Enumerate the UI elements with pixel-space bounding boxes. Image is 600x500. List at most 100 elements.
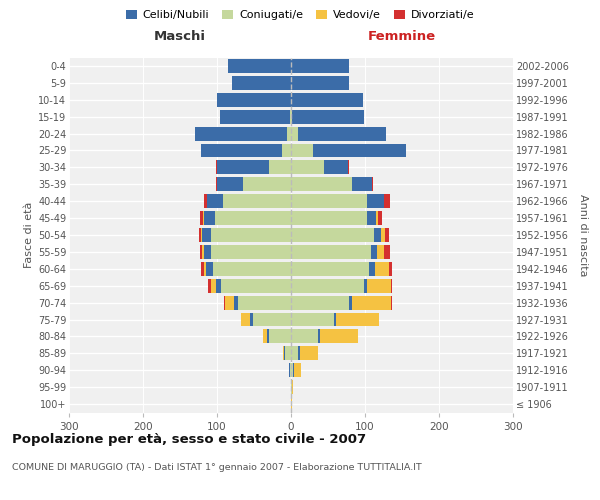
Bar: [263, 330, 266, 344]
Bar: [232, 76, 291, 90]
Bar: [211, 279, 215, 292]
Bar: [371, 178, 373, 191]
Bar: [383, 194, 384, 208]
Bar: [348, 160, 349, 174]
Bar: [225, 296, 234, 310]
Bar: [202, 228, 211, 242]
Bar: [291, 228, 374, 242]
Bar: [215, 211, 291, 225]
Bar: [334, 312, 336, 326]
Bar: [369, 262, 374, 276]
Bar: [217, 160, 269, 174]
Bar: [352, 178, 371, 191]
Y-axis label: Anni di nascita: Anni di nascita: [578, 194, 588, 276]
Bar: [284, 346, 285, 360]
Bar: [352, 296, 391, 310]
Y-axis label: Fasce di età: Fasce di età: [23, 202, 34, 268]
Bar: [291, 178, 352, 191]
Bar: [206, 194, 223, 208]
Bar: [291, 160, 325, 174]
Text: Popolazione per età, sesso e stato civile - 2007: Popolazione per età, sesso e stato civil…: [12, 432, 366, 446]
Text: Femmine: Femmine: [368, 30, 436, 44]
Bar: [289, 364, 290, 377]
Bar: [241, 312, 250, 326]
Bar: [202, 245, 203, 259]
Bar: [291, 194, 367, 208]
Bar: [291, 211, 367, 225]
Bar: [215, 279, 221, 292]
Bar: [384, 194, 390, 208]
Bar: [294, 364, 301, 377]
Bar: [376, 211, 379, 225]
Bar: [201, 144, 282, 158]
Bar: [374, 262, 389, 276]
Bar: [195, 126, 287, 140]
Bar: [391, 296, 392, 310]
Bar: [217, 93, 291, 106]
Bar: [287, 126, 291, 140]
Bar: [298, 346, 300, 360]
Legend: Celibi/Nubili, Coniugati/e, Vedovi/e, Divorziati/e: Celibi/Nubili, Coniugati/e, Vedovi/e, Di…: [121, 6, 479, 25]
Bar: [313, 144, 406, 158]
Bar: [336, 312, 379, 326]
Bar: [203, 262, 206, 276]
Bar: [291, 330, 317, 344]
Bar: [203, 211, 215, 225]
Bar: [238, 296, 291, 310]
Bar: [291, 312, 334, 326]
Bar: [216, 178, 217, 191]
Bar: [291, 296, 349, 310]
Bar: [221, 279, 291, 292]
Bar: [381, 228, 385, 242]
Bar: [391, 279, 392, 292]
Bar: [320, 330, 358, 344]
Bar: [389, 262, 392, 276]
Bar: [291, 262, 369, 276]
Bar: [206, 262, 214, 276]
Bar: [292, 380, 293, 394]
Bar: [253, 312, 291, 326]
Bar: [205, 194, 206, 208]
Bar: [266, 330, 269, 344]
Bar: [234, 296, 238, 310]
Bar: [367, 194, 383, 208]
Bar: [385, 228, 389, 242]
Bar: [283, 346, 284, 360]
Bar: [200, 245, 202, 259]
Bar: [291, 346, 298, 360]
Bar: [211, 228, 291, 242]
Bar: [298, 126, 386, 140]
Bar: [290, 364, 291, 377]
Bar: [211, 245, 291, 259]
Bar: [374, 228, 381, 242]
Bar: [291, 76, 349, 90]
Bar: [269, 330, 291, 344]
Bar: [282, 144, 291, 158]
Bar: [367, 279, 391, 292]
Bar: [317, 330, 320, 344]
Bar: [384, 245, 390, 259]
Bar: [214, 262, 291, 276]
Bar: [291, 279, 364, 292]
Bar: [292, 110, 364, 124]
Bar: [349, 296, 352, 310]
Bar: [291, 364, 293, 377]
Bar: [199, 228, 202, 242]
Bar: [228, 59, 291, 73]
Bar: [285, 346, 291, 360]
Bar: [293, 364, 294, 377]
Bar: [203, 245, 211, 259]
Bar: [291, 380, 292, 394]
Bar: [200, 211, 203, 225]
Bar: [367, 211, 376, 225]
Bar: [379, 211, 382, 225]
Bar: [217, 178, 243, 191]
Bar: [291, 110, 292, 124]
Bar: [325, 160, 348, 174]
Bar: [291, 245, 371, 259]
Bar: [243, 178, 291, 191]
Text: Maschi: Maschi: [154, 30, 206, 44]
Bar: [202, 262, 203, 276]
Bar: [300, 346, 319, 360]
Bar: [269, 160, 291, 174]
